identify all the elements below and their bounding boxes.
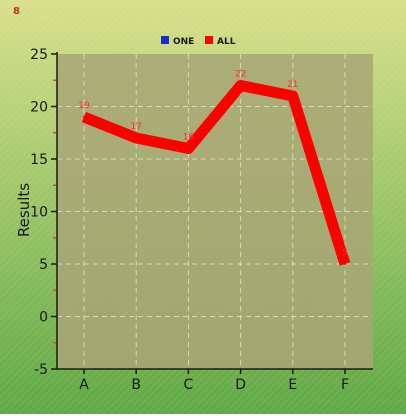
data-label: 17 <box>130 122 141 132</box>
data-point <box>291 95 294 97</box>
data-point <box>187 147 190 150</box>
legend-swatch <box>161 36 169 44</box>
y-axis-label: Results <box>15 183 33 237</box>
y-tick-label: 0 <box>39 310 48 326</box>
x-tick-label: D <box>235 377 246 393</box>
legend-swatch <box>205 36 213 44</box>
series-lines <box>81 80 351 266</box>
legend-label: ONE <box>173 37 194 47</box>
x-tick-label: A <box>79 377 89 393</box>
data-point <box>135 137 138 139</box>
y-tick-label: 25 <box>30 47 48 63</box>
x-tick-label: C <box>184 377 194 393</box>
data-point <box>83 116 85 118</box>
axes: -5 0 5 10 15 20 25 A B C D E F <box>30 47 373 393</box>
data-label: 19 <box>78 101 90 111</box>
y-tick-label: 5 <box>39 257 48 273</box>
y-tick-label: 15 <box>30 152 48 168</box>
point-labels: 19 17 16 22 21 5 <box>78 70 348 259</box>
grid-lines <box>57 54 373 369</box>
data-label: 22 <box>235 70 246 80</box>
data-point <box>239 84 242 87</box>
y-tick-label: 20 <box>30 100 48 116</box>
y-tick-label: 10 <box>30 205 48 221</box>
legend-label: ALL <box>217 37 236 47</box>
y-tick-label: -5 <box>34 362 48 378</box>
data-label: 5 <box>342 248 348 258</box>
corner-mark: 8 <box>13 6 20 17</box>
data-point <box>344 263 346 265</box>
legend: ONE ALL <box>161 36 236 47</box>
data-label: 21 <box>287 80 298 90</box>
x-tick-label: F <box>341 377 349 393</box>
series-line-all <box>81 80 351 266</box>
x-tick-label: E <box>288 377 297 393</box>
x-tick-label: B <box>131 377 141 393</box>
data-label: 16 <box>183 133 195 143</box>
